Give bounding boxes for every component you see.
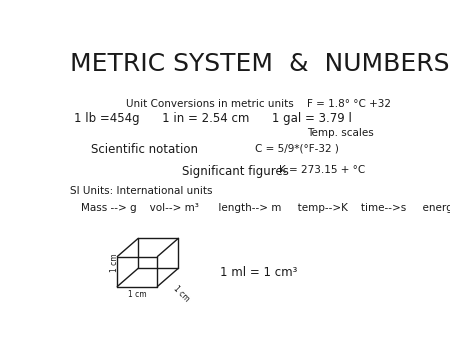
Text: Temp. scales: Temp. scales <box>307 128 374 138</box>
Text: Scientific notation: Scientific notation <box>91 143 198 156</box>
Text: 1 cm: 1 cm <box>110 253 119 272</box>
Text: 1 cm: 1 cm <box>128 290 147 299</box>
Text: SI Units: International units: SI Units: International units <box>70 186 213 196</box>
Text: METRIC SYSTEM  &  NUMBERS: METRIC SYSTEM & NUMBERS <box>70 52 450 76</box>
Text: Significant figures: Significant figures <box>182 166 289 178</box>
Text: Mass --> g    vol--> m³      length--> m     temp-->K    time-->s     energy-->J: Mass --> g vol--> m³ length--> m temp-->… <box>81 203 450 213</box>
Text: Unit Conversions in metric units: Unit Conversions in metric units <box>126 99 294 109</box>
Text: 1 lb =454g      1 in = 2.54 cm      1 gal = 3.79 l: 1 lb =454g 1 in = 2.54 cm 1 gal = 3.79 l <box>74 112 351 125</box>
Text: F = 1.8° °C +32: F = 1.8° °C +32 <box>307 99 392 109</box>
Text: K = 273.15 + °C: K = 273.15 + °C <box>279 166 366 175</box>
Text: 1 ml = 1 cm³: 1 ml = 1 cm³ <box>220 266 297 279</box>
Text: 1 cm: 1 cm <box>172 284 192 304</box>
Text: C = 5/9*(°F-32 ): C = 5/9*(°F-32 ) <box>255 143 339 153</box>
